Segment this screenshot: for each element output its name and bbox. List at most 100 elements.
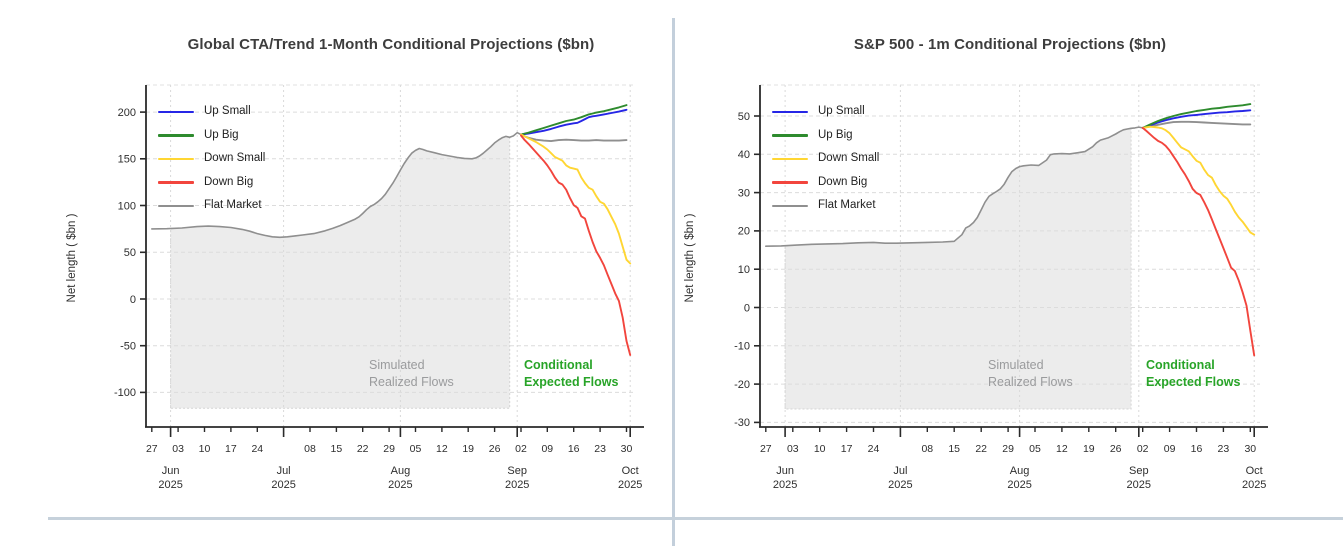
x-tick-day-label: 05: [410, 443, 422, 455]
legend-swatch-flat-market: [772, 204, 808, 208]
legend-label: Up Big: [818, 128, 853, 141]
x-tick-day-label: 12: [1056, 443, 1068, 455]
x-tick-day-label: 19: [1083, 443, 1095, 455]
x-tick-day-label: 09: [541, 443, 553, 455]
annotation-conditional-expected-flows: Conditional Expected Flows: [1146, 357, 1240, 390]
chart-title: Global CTA/Trend 1-Month Conditional Pro…: [187, 36, 595, 53]
series-realized: [765, 126, 1144, 247]
annotation-line: Conditional: [1146, 358, 1215, 372]
x-tick-month-label: Jun: [162, 465, 180, 477]
x-tick-day-label: 16: [568, 443, 580, 455]
legend-swatch-down-small: [772, 157, 808, 161]
y-tick-label: 200: [118, 107, 136, 119]
y-tick-label: 50: [124, 247, 136, 259]
series-up-big: [1141, 103, 1252, 129]
y-tick-label: -20: [734, 379, 750, 391]
legend-item: Flat Market: [158, 194, 265, 218]
legend-swatch-flat-market: [158, 204, 194, 208]
legend-item: Up Small: [772, 100, 879, 124]
axes: 200 150 100 50 0 -50 -100 27 03 10 17 24 08 15 22 29 05 1…: [114, 85, 644, 491]
x-tick-year-label: 2025: [1127, 479, 1151, 491]
x-tick-day-label: 03: [172, 443, 184, 455]
x-tick-year-label: 2025: [618, 479, 642, 491]
y-tick-label: 100: [118, 200, 136, 212]
y-tick-label: 30: [738, 187, 750, 199]
x-tick-day-label: 23: [594, 443, 606, 455]
x-tick-month-label: Jul: [893, 465, 907, 477]
plot-canvas: 200 150 100 50 0 -50 -100 27 03 10 17 24 08 15 22 29 05 1…: [114, 84, 644, 491]
x-tick-day-label: 15: [948, 443, 960, 455]
y-tick-label: -50: [120, 341, 136, 353]
x-tick-year-label: 2025: [1007, 479, 1031, 491]
series-flat-market: [1141, 120, 1252, 129]
legend-item: Down Small: [772, 147, 879, 171]
legend: Up Small Up Big Down Small Down Big Flat Mar…: [772, 100, 879, 218]
legend-label: Down Small: [204, 152, 266, 165]
x-tick-day-label: 22: [975, 443, 987, 455]
x-tick-month-label: Aug: [1010, 465, 1030, 477]
x-tick-day-label: 30: [621, 443, 633, 455]
legend: Up Small Up Big Down Small Down Big Flat Mar…: [158, 100, 265, 218]
y-tick-label: -30: [734, 417, 750, 429]
x-tick-day-label: 05: [1029, 443, 1041, 455]
y-tick-label: 10: [738, 264, 750, 276]
legend-item: Flat Market: [772, 194, 879, 218]
legend-swatch-down-big: [158, 181, 194, 184]
x-tick-month-label: Sep: [507, 465, 527, 477]
x-tick-day-label: 02: [515, 443, 527, 455]
x-tick-year-label: 2025: [271, 479, 295, 491]
annotation-line: Realized Flows: [369, 374, 454, 389]
x-tick-month-label: Aug: [391, 465, 411, 477]
x-tick-year-label: 2025: [888, 479, 912, 491]
y-tick-label: 150: [118, 154, 136, 166]
x-tick-day-label: 09: [1164, 443, 1176, 455]
x-tick-month-label: Oct: [622, 465, 639, 477]
legend-label: Up Big: [204, 128, 239, 141]
annotation-line: Conditional: [524, 358, 593, 372]
x-tick-day-label: 03: [787, 443, 799, 455]
annotation-line: Simulated: [369, 358, 425, 372]
y-tick-label: 40: [738, 149, 750, 161]
y-tick-label: 0: [744, 302, 750, 314]
annotation-line: Simulated: [988, 358, 1044, 372]
x-tick-year-label: 2025: [505, 479, 529, 491]
x-tick-year-label: 2025: [1242, 479, 1266, 491]
legend-item: Up Big: [772, 124, 879, 148]
legend-swatch-up-big: [772, 134, 808, 137]
series-up-small: [1141, 109, 1252, 129]
legend-swatch-up-small: [772, 110, 808, 114]
series-flat-market: [520, 133, 628, 143]
y-tick-label: -100: [114, 387, 136, 399]
x-tick-day-label: 10: [814, 443, 826, 455]
axes: 50 40 30 20 10 0 -10 -20 -30 27 03 10 17 24 08 15 22 29 05…: [734, 85, 1268, 491]
table-border-horizontal: [48, 517, 1343, 520]
x-tick-day-label: 08: [304, 443, 316, 455]
y-tick-label: -10: [734, 341, 750, 353]
x-tick-day-label: 22: [357, 443, 369, 455]
x-tick-day-label: 24: [251, 443, 263, 455]
series-up-small: [520, 108, 628, 136]
x-tick-day-label: 17: [841, 443, 853, 455]
x-tick-day-label: 08: [921, 443, 933, 455]
x-tick-year-label: 2025: [388, 479, 412, 491]
x-tick-year-label: 2025: [773, 479, 797, 491]
x-tick-day-label: 30: [1244, 443, 1256, 455]
legend-swatch-down-small: [158, 157, 194, 161]
x-tick-day-label: 29: [1002, 443, 1014, 455]
x-tick-day-label: 02: [1137, 443, 1149, 455]
x-tick-day-label: 15: [331, 443, 343, 455]
x-tick-day-label: 19: [462, 443, 474, 455]
panel-divider-vertical: [672, 18, 675, 546]
x-tick-day-label: 17: [225, 443, 237, 455]
x-tick-day-label: 12: [436, 443, 448, 455]
annotation-conditional-expected-flows: Conditional Expected Flows: [524, 357, 618, 390]
plot-canvas: 50 40 30 20 10 0 -10 -20 -30 27 03 10 17 24 08 15 22 29 05…: [734, 84, 1268, 491]
series-down-small: [520, 133, 632, 265]
x-tick-month-label: Jun: [776, 465, 794, 477]
legend-label: Down Big: [204, 175, 254, 188]
x-tick-month-label: Oct: [1246, 465, 1263, 477]
chart-title: S&P 500 - 1m Conditional Projections ($b…: [853, 36, 1167, 53]
x-tick-day-label: 23: [1218, 443, 1230, 455]
annotation-simulated-realized-flows: Simulated Realized Flows: [369, 357, 454, 390]
